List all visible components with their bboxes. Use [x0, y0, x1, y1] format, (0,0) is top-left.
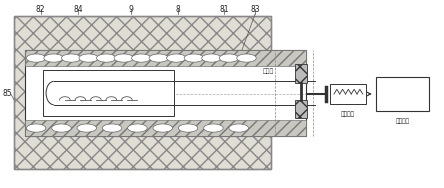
- Text: 81: 81: [219, 5, 229, 14]
- Bar: [295, 64, 307, 83]
- Circle shape: [26, 124, 46, 132]
- Text: 82: 82: [36, 5, 45, 14]
- Circle shape: [52, 124, 71, 132]
- Circle shape: [219, 54, 239, 62]
- Circle shape: [77, 124, 96, 132]
- Text: 真空机组: 真空机组: [396, 118, 409, 124]
- Circle shape: [128, 124, 147, 132]
- Circle shape: [96, 54, 116, 62]
- Circle shape: [237, 54, 256, 62]
- Text: 8: 8: [175, 5, 180, 14]
- Circle shape: [61, 54, 81, 62]
- Bar: [25, 50, 306, 136]
- Circle shape: [44, 54, 63, 62]
- Text: 83: 83: [250, 5, 260, 14]
- Bar: [330, 84, 366, 104]
- Bar: [43, 70, 174, 116]
- Text: 9: 9: [129, 5, 134, 14]
- Circle shape: [26, 54, 46, 62]
- Circle shape: [202, 54, 221, 62]
- Circle shape: [79, 54, 99, 62]
- Circle shape: [204, 124, 223, 132]
- Text: 真空管道: 真空管道: [341, 112, 355, 117]
- Bar: [14, 16, 271, 169]
- Bar: [25, 50, 306, 66]
- Text: 冷端区: 冷端区: [263, 69, 274, 74]
- Circle shape: [131, 54, 151, 62]
- Circle shape: [103, 124, 122, 132]
- Bar: [376, 77, 429, 111]
- Circle shape: [178, 124, 198, 132]
- Bar: [25, 120, 306, 136]
- Text: 85: 85: [3, 89, 12, 99]
- Circle shape: [229, 124, 249, 132]
- Circle shape: [166, 54, 186, 62]
- Bar: [295, 100, 307, 118]
- Circle shape: [114, 54, 134, 62]
- Bar: [14, 16, 271, 169]
- Circle shape: [149, 54, 169, 62]
- Text: 84: 84: [73, 5, 83, 14]
- Circle shape: [184, 54, 204, 62]
- Circle shape: [153, 124, 172, 132]
